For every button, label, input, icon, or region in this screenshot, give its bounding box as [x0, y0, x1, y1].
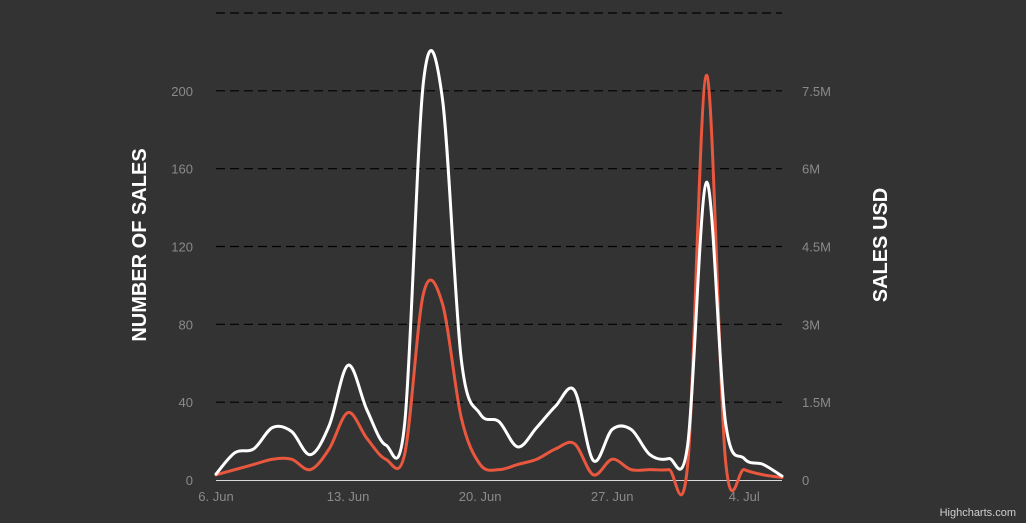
left-y-tick-label: 120: [171, 240, 193, 255]
left-y-tick-label: 80: [179, 317, 193, 332]
right-y-tick-label: 7.5M: [802, 84, 831, 99]
right-y-axis-title: SALES USD: [870, 188, 892, 302]
x-tick-label: 4. Jul: [729, 489, 760, 504]
x-tick-label: 20. Jun: [459, 489, 502, 504]
gridlines: [216, 12, 782, 403]
x-tick-label: 13. Jun: [327, 489, 370, 504]
right-y-tick-label: 6M: [802, 162, 820, 177]
left-y-tick-label: 200: [171, 84, 193, 99]
right-y-tick-label: 1.5M: [802, 395, 831, 410]
chart-credits[interactable]: Highcharts.com: [940, 507, 1016, 519]
series-layer: [214, 49, 784, 497]
x-tick-label: 6. Jun: [198, 489, 233, 504]
right-y-axis-ticks: 0 1.5M 3M 4.5M 6M 7.5M: [802, 84, 831, 488]
right-y-tick-label: 4.5M: [802, 240, 831, 255]
sales-usd-series-line[interactable]: [214, 73, 784, 497]
left-y-tick-label: 40: [179, 395, 193, 410]
number-of-sales-series-line[interactable]: [214, 49, 784, 478]
left-y-axis-ticks: 0 40 80 120 160 200: [171, 84, 193, 488]
left-y-tick-label: 160: [171, 162, 193, 177]
right-y-tick-label: 3M: [802, 317, 820, 332]
x-tick-label: 27. Jun: [591, 489, 634, 504]
x-axis-ticks: 6. Jun 13. Jun 20. Jun 27. Jun 4. Jul: [198, 489, 760, 504]
left-y-tick-label: 0: [186, 473, 193, 488]
left-y-axis-title: NUMBER OF SALES: [129, 148, 151, 341]
right-y-tick-label: 0: [802, 473, 809, 488]
